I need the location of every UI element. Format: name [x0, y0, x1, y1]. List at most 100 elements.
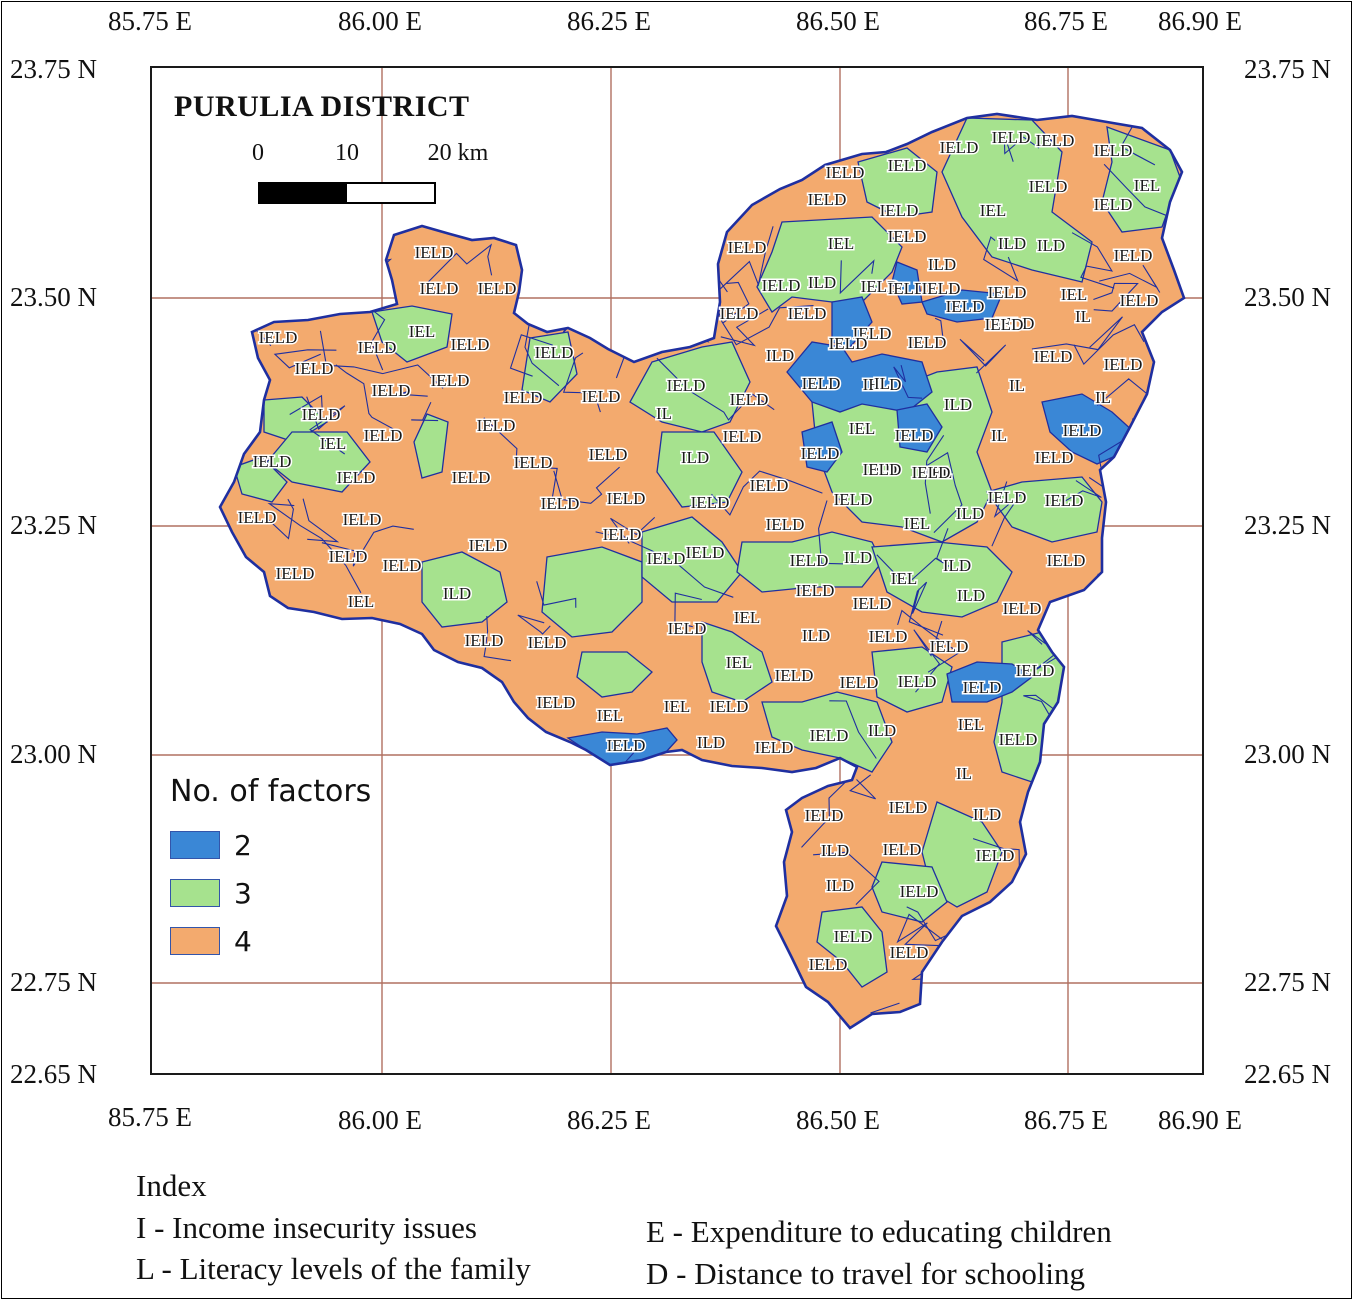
subdivision-boundary [1099, 264, 1161, 293]
scale-label: 0 [252, 140, 264, 166]
subdivision-boundary [1071, 232, 1115, 289]
region-label: ILD [697, 733, 725, 752]
region-label: IELD [1029, 177, 1068, 196]
region-label: IL [656, 404, 672, 423]
region-label: ILD [957, 586, 985, 605]
subdivision-boundary [720, 308, 769, 347]
region-label: IL [991, 426, 1007, 445]
subdivision-boundary [897, 609, 962, 673]
region-label: IELD [988, 283, 1027, 302]
region-label: IELD [528, 633, 567, 652]
subdivision-boundary [722, 281, 750, 324]
region-label: IELD [755, 738, 794, 757]
region-label: IELD [535, 343, 574, 362]
region-label: ILD [869, 460, 897, 479]
subdivision-boundary [483, 615, 512, 662]
region-label: ILD [766, 346, 794, 365]
subdivision-boundary [684, 149, 741, 170]
lat-label-right: 23.00 N [1244, 739, 1331, 769]
zone-3-factors [811, 366, 993, 543]
region-labels: IELD IELD IELD IELD IEL IELD IELD IELD IELD IELD I… [236, 127, 1162, 976]
region-label: IELD [889, 798, 928, 817]
subdivision-boundary [562, 352, 601, 413]
map-title: PURULIA DISTRICT [174, 90, 470, 123]
region-label: IELD [750, 476, 789, 495]
region-label: IEL [904, 514, 930, 533]
subdivision-boundary [411, 401, 439, 422]
zone-3-factors [701, 621, 773, 703]
subdivision-boundary [1097, 994, 1125, 1028]
region-label: IELD [469, 536, 508, 555]
region-label: IELD [541, 494, 580, 513]
lat-label-right: 23.75 N [1244, 54, 1331, 84]
region-label: IELD [504, 388, 543, 407]
subdivision-boundary [626, 229, 692, 284]
lon-label-bottom: 86.75 E [1024, 1105, 1108, 1135]
region-label: IELD [420, 279, 459, 298]
region-label: IELD [514, 453, 553, 472]
subdivision-boundary [267, 503, 362, 594]
subdivision-boundary [595, 531, 734, 598]
region-label: ILD [998, 234, 1026, 253]
subdivision-boundary [338, 209, 366, 234]
region-label: ILD [808, 273, 836, 292]
lon-label-top: 86.90 E [1158, 6, 1242, 36]
region-label: IELD [478, 279, 517, 298]
zone-2-factors [896, 403, 943, 453]
subdivision-boundary [959, 338, 1007, 374]
legend-swatch [170, 831, 220, 859]
region-label: IELD [809, 955, 848, 974]
subdivision-boundary [642, 257, 728, 293]
subdivision-boundary [404, 674, 434, 698]
scale-label: 10 [335, 140, 359, 166]
subdivision-boundary [1136, 536, 1164, 589]
lon-label-top: 86.25 E [567, 6, 651, 36]
region-label: IELD [477, 416, 516, 435]
zone-3-factors [871, 541, 1013, 618]
region-label: ILD [928, 255, 956, 274]
lat-label-left: 23.00 N [10, 739, 97, 769]
subdivision-boundary [590, 792, 625, 835]
region-label: IELD [880, 201, 919, 220]
region-label: IELD [329, 547, 368, 566]
region-label: ILD [868, 721, 896, 740]
region-label: IEL [320, 434, 346, 453]
subdivision-boundary [424, 777, 460, 802]
subdivision-boundary [934, 317, 945, 349]
index-entry: E - Expenditure to educating children [646, 1214, 1112, 1249]
zone-3-factors [656, 431, 743, 508]
zone-2-factors [801, 421, 843, 473]
region-label: IELD [537, 693, 576, 712]
zone-3-factors [371, 305, 453, 363]
legend-item: 2 [170, 821, 371, 869]
subdivision-boundary [483, 417, 558, 498]
region-label: IELD [840, 673, 879, 692]
region-label: IELD [465, 631, 504, 650]
subdivision-boundary [509, 334, 553, 377]
district-map[interactable]: IELD IELD IELD IELD IEL IELD IELD IELD IELD IELD I… [152, 68, 1204, 1075]
region-label: IELD [922, 279, 961, 298]
map-panel[interactable]: IELD IELD IELD IELD IEL IELD IELD IELD IELD IELD I… [150, 66, 1204, 1075]
region-label: IELD [988, 488, 1027, 507]
region-label: IELD [1104, 355, 1143, 374]
index-entry: I - Income insecurity issues [136, 1210, 477, 1245]
region-label: IELD [802, 374, 841, 393]
zone-3-factors [233, 456, 288, 503]
lat-label-left: 23.25 N [10, 510, 97, 540]
region-label: IEL [849, 419, 875, 438]
subdivision-boundary [553, 466, 620, 504]
region-label: ILD [681, 448, 709, 467]
region-label: IELD [946, 297, 985, 316]
subdivision-boundary [584, 936, 623, 963]
subdivision-boundary [536, 581, 577, 608]
region-label: IELD [358, 338, 397, 357]
legend-title: No. of factors [170, 774, 372, 809]
region-label: IELD [343, 510, 382, 529]
subdivision-boundary [908, 581, 944, 636]
subdivision-boundary [921, 451, 963, 533]
region-label: IELD [1063, 421, 1102, 440]
region-label: IELD [668, 619, 707, 638]
region-label: IELD [888, 227, 927, 246]
region-label: IELD [607, 736, 646, 755]
scale-label: 20 km [427, 140, 489, 166]
